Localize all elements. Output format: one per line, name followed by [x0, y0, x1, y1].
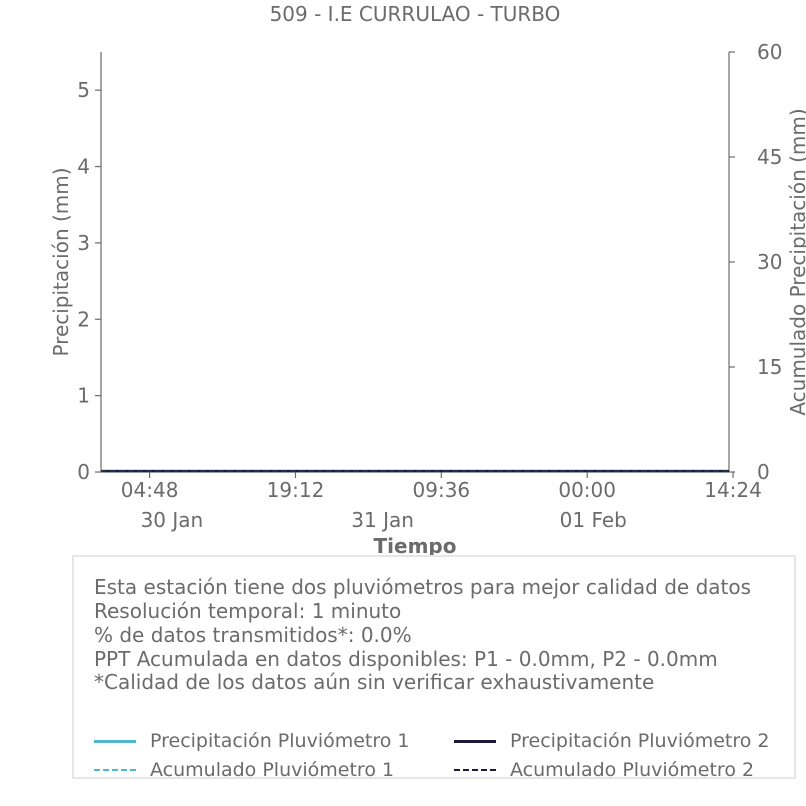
left-y-tick-label: 0 — [77, 460, 90, 484]
x-tick-label: 14:24 — [704, 478, 762, 502]
right-y-tick-label: 0 — [757, 460, 770, 484]
legend-item-a2: Acumulado Pluviómetro 2 — [454, 759, 754, 781]
left-y-tick-label: 3 — [77, 231, 90, 255]
left-y-tick-label: 2 — [77, 307, 90, 331]
legend-item-a1: Acumulado Pluviómetro 1 — [94, 759, 394, 781]
x-date-label: 31 Jan — [351, 508, 414, 532]
left-y-tick-label: 5 — [77, 78, 90, 102]
info-line-transmitted: % de datos transmitidos*: 0.0% — [94, 623, 412, 647]
right-y-tick-label: 60 — [757, 40, 782, 64]
info-legend-box: Esta estación tiene dos pluviómetros par… — [72, 555, 796, 781]
legend-item-p2: Precipitación Pluviómetro 2 — [454, 730, 770, 752]
x-tick-label: 04:48 — [121, 478, 179, 502]
x-date-label: 30 Jan — [141, 508, 204, 532]
x-tick-label: 19:12 — [267, 478, 325, 502]
left-y-axis-ticks: 0 1 2 3 4 5 — [77, 78, 101, 484]
legend-swatch-a1 — [94, 769, 136, 771]
legend-label-p1: Precipitación Pluviómetro 1 — [150, 730, 410, 752]
legend-label-a1: Acumulado Pluviómetro 1 — [150, 759, 395, 781]
right-y-tick-label: 15 — [757, 355, 782, 379]
x-axis-label: Tiempo — [374, 534, 457, 558]
legend-swatch-p2 — [454, 739, 496, 743]
right-y-tick-label: 30 — [757, 250, 782, 274]
x-axis-date-labels: 30 Jan 31 Jan 01 Feb — [141, 508, 627, 532]
right-y-tick-label: 45 — [757, 145, 782, 169]
x-date-label: 01 Feb — [560, 508, 627, 532]
left-y-tick-label: 4 — [77, 155, 90, 179]
legend-item-p1: Precipitación Pluviómetro 1 — [94, 730, 410, 752]
info-line-quality: *Calidad de los datos aún sin verificar … — [94, 670, 655, 694]
y-axis-label-left: Precipitación (mm) — [49, 167, 73, 356]
info-line-resolution: Resolución temporal: 1 minuto — [94, 599, 402, 623]
x-tick-label: 09:36 — [413, 478, 471, 502]
legend-label-a2: Acumulado Pluviómetro 2 — [510, 759, 755, 781]
legend-swatch-p1 — [94, 739, 136, 743]
legend-swatch-a2 — [454, 769, 496, 771]
x-tick-label: 00:00 — [558, 478, 616, 502]
y-axis-label-right: Acumulado Precipitación (mm) — [786, 108, 806, 415]
left-y-tick-label: 1 — [77, 384, 90, 408]
legend-label-p2: Precipitación Pluviómetro 2 — [510, 730, 770, 752]
info-line-accumulated: PPT Acumulada en datos disponibles: P1 -… — [94, 647, 718, 671]
right-y-axis-ticks: 0 15 30 45 60 — [729, 40, 782, 484]
chart-title: 509 - I.E CURRULAO - TURBO — [270, 2, 561, 26]
info-line-gauges: Esta estación tiene dos pluviómetros par… — [94, 575, 752, 599]
x-axis-ticks: 04:48 19:12 09:36 00:00 14:24 — [121, 472, 762, 502]
